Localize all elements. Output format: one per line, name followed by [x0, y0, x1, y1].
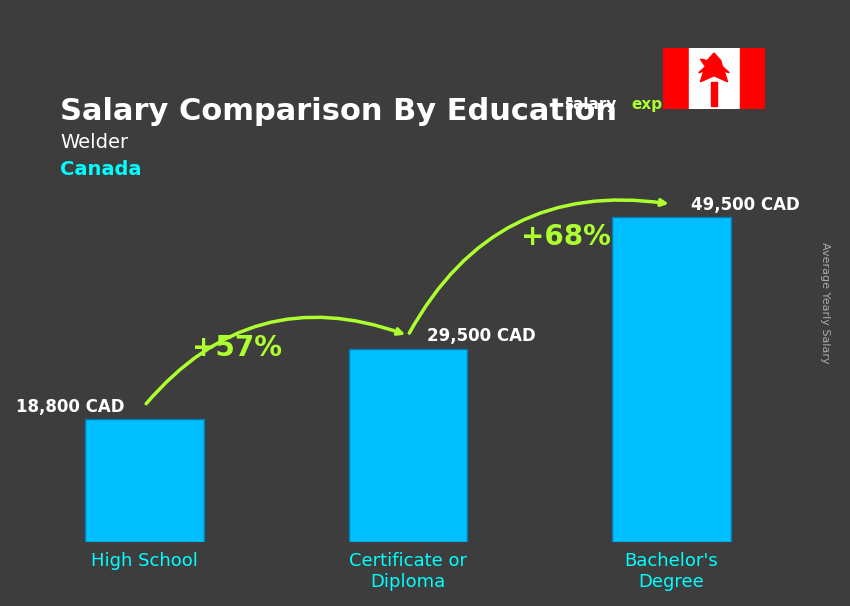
Bar	[688, 48, 740, 109]
Bar	[711, 82, 717, 106]
Polygon shape	[699, 53, 729, 82]
Text: salary: salary	[564, 97, 616, 112]
Text: Welder: Welder	[60, 133, 128, 152]
Text: +68%: +68%	[521, 223, 611, 251]
Text: Average Yearly Salary: Average Yearly Salary	[819, 242, 830, 364]
Bar	[740, 48, 765, 109]
Text: 18,800 CAD: 18,800 CAD	[16, 398, 125, 416]
Bar	[612, 218, 731, 542]
Text: explorer.com: explorer.com	[632, 97, 742, 112]
Text: 29,500 CAD: 29,500 CAD	[428, 327, 536, 345]
Text: Canada: Canada	[60, 160, 141, 179]
Text: Salary Comparison By Education: Salary Comparison By Education	[60, 97, 617, 126]
Bar	[348, 348, 468, 542]
Text: +57%: +57%	[191, 334, 281, 362]
Bar	[85, 419, 204, 542]
Bar	[663, 48, 688, 109]
Text: 49,500 CAD: 49,500 CAD	[691, 196, 800, 214]
